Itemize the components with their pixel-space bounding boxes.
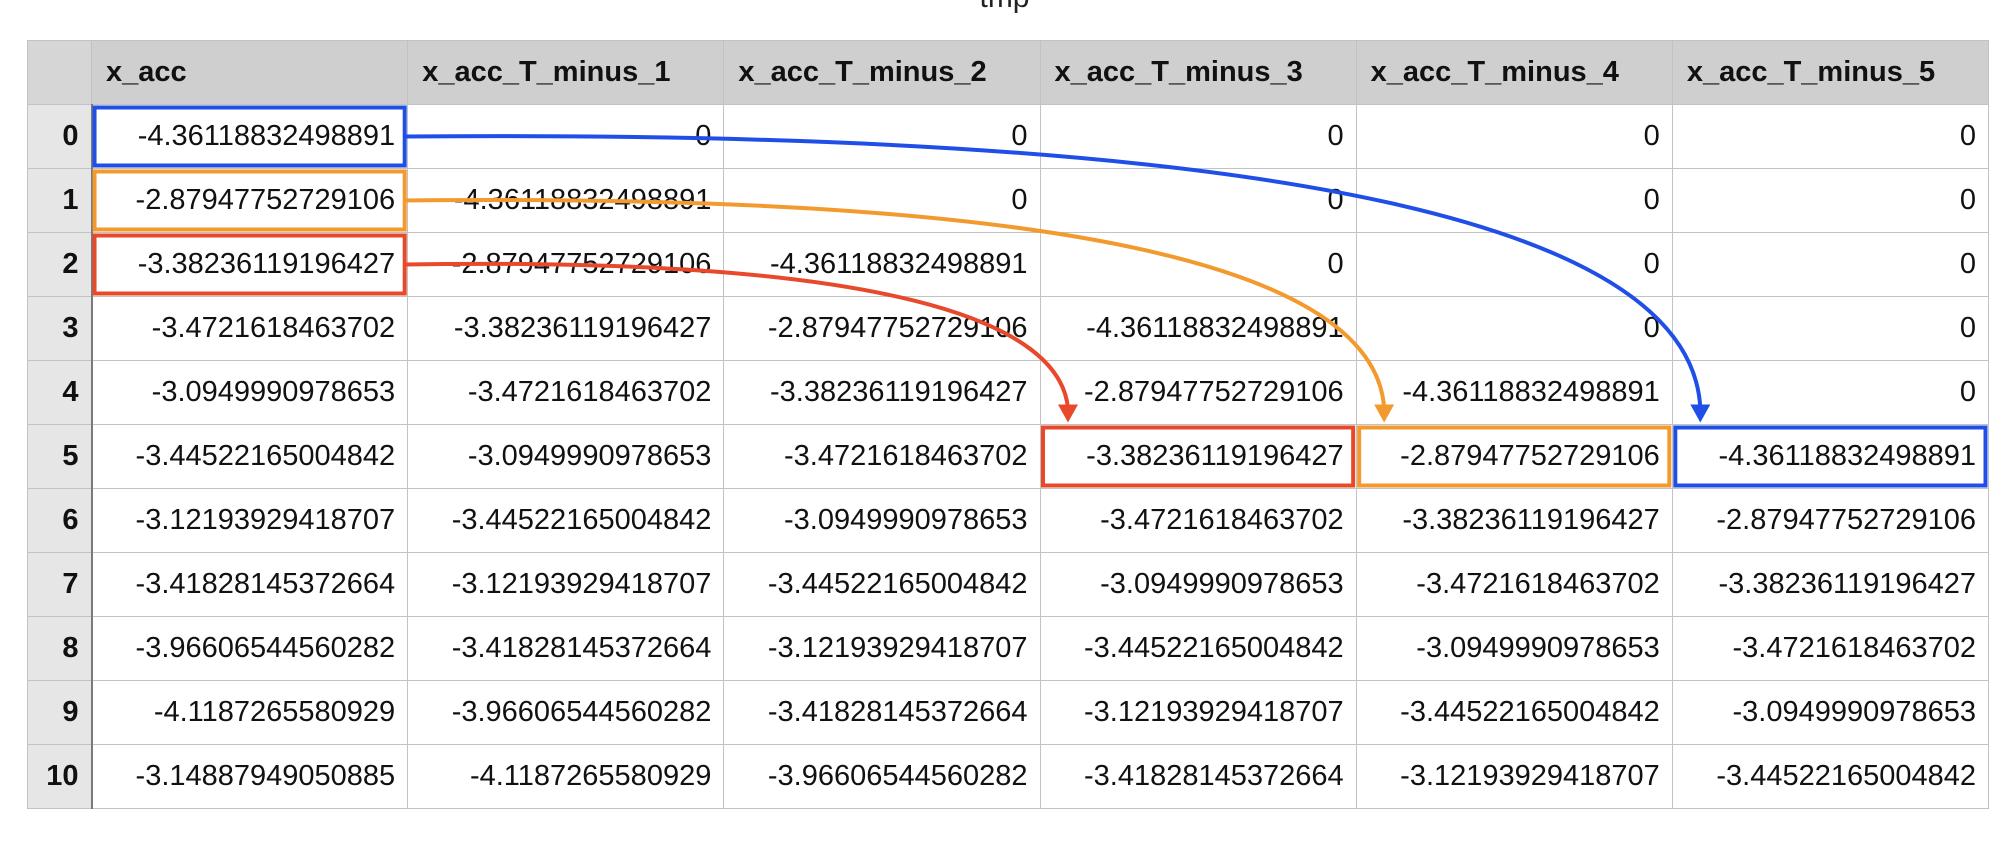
table-cell[interactable]: -4.36118832498891: [723, 232, 1041, 297]
table-cell[interactable]: -3.0949990978653: [1671, 680, 1990, 745]
table-cell[interactable]: -3.44522165004842: [407, 488, 725, 553]
table-row: 5 -3.44522165004842 -3.0949990978653 -3.…: [26, 424, 1990, 489]
table-cell[interactable]: -3.4721618463702: [723, 424, 1041, 489]
table-cell[interactable]: -2.87947752729106: [1671, 488, 1990, 553]
table-cell[interactable]: 0: [407, 104, 725, 169]
table-cell[interactable]: -3.0949990978653: [91, 360, 409, 425]
column-header[interactable]: x_acc_T_minus_3: [1039, 40, 1357, 105]
table-cell[interactable]: -3.96606544560282: [723, 744, 1041, 809]
table-cell[interactable]: -3.41828145372664: [407, 616, 725, 681]
table-cell[interactable]: -3.38236119196427: [1039, 424, 1357, 489]
table-cell[interactable]: 0: [1039, 168, 1357, 233]
table-row: 7 -3.41828145372664 -3.12193929418707 -3…: [26, 552, 1990, 617]
table-cell[interactable]: 0: [1671, 104, 1990, 169]
table-cell[interactable]: -3.41828145372664: [91, 552, 409, 617]
table-row: 6 -3.12193929418707 -3.44522165004842 -3…: [26, 488, 1990, 553]
table-cell[interactable]: 0: [1355, 232, 1673, 297]
table-cell[interactable]: -3.38236119196427: [723, 360, 1041, 425]
row-index[interactable]: 8: [26, 616, 93, 681]
table-cell[interactable]: -2.87947752729106: [407, 232, 725, 297]
table-cell[interactable]: 0: [1039, 104, 1357, 169]
table-cell[interactable]: -3.44522165004842: [723, 552, 1041, 617]
row-index[interactable]: 10: [26, 744, 93, 809]
table-cell[interactable]: -3.0949990978653: [1355, 616, 1673, 681]
table-row: 0 -4.36118832498891 0 0 0 0 0: [26, 104, 1990, 169]
table-cell[interactable]: -2.87947752729106: [723, 296, 1041, 361]
table-cell[interactable]: 0: [1355, 104, 1673, 169]
table-cell[interactable]: -3.12193929418707: [1039, 680, 1357, 745]
table-cell[interactable]: -3.14887949050885: [91, 744, 409, 809]
table-row: 10 -3.14887949050885 -4.1187265580929 -3…: [26, 744, 1990, 809]
table-cell[interactable]: 0: [1671, 232, 1990, 297]
column-header[interactable]: x_acc_T_minus_4: [1355, 40, 1673, 105]
column-header[interactable]: x_acc_T_minus_2: [723, 40, 1041, 105]
table-cell[interactable]: -2.87947752729106: [91, 168, 409, 233]
row-index[interactable]: 9: [26, 680, 93, 745]
table-cell[interactable]: -4.36118832498891: [1039, 296, 1357, 361]
table-cell[interactable]: 0: [1671, 168, 1990, 233]
table-cell[interactable]: -3.4721618463702: [1671, 616, 1990, 681]
table-cell[interactable]: -3.12193929418707: [91, 488, 409, 553]
table-cell[interactable]: -4.36118832498891: [91, 104, 409, 169]
table-cell[interactable]: -3.44522165004842: [1039, 616, 1357, 681]
table-row: 3 -3.4721618463702 -3.38236119196427 -2.…: [26, 296, 1990, 361]
table-row: 9 -4.1187265580929 -3.96606544560282 -3.…: [26, 680, 1990, 745]
table-cell[interactable]: -3.44522165004842: [1671, 744, 1990, 809]
table-cell[interactable]: -4.1187265580929: [407, 744, 725, 809]
column-header[interactable]: x_acc: [91, 40, 409, 105]
table-cell[interactable]: 0: [1355, 168, 1673, 233]
table-cell[interactable]: -3.41828145372664: [723, 680, 1041, 745]
row-index[interactable]: 7: [26, 552, 93, 617]
column-header[interactable]: x_acc_T_minus_5: [1671, 40, 1990, 105]
column-header[interactable]: x_acc_T_minus_1: [407, 40, 725, 105]
table-cell[interactable]: -2.87947752729106: [1039, 360, 1357, 425]
table-cell[interactable]: -3.12193929418707: [1355, 744, 1673, 809]
row-index[interactable]: 1: [26, 168, 93, 233]
table-row: 1 -2.87947752729106 -4.36118832498891 0 …: [26, 168, 1990, 233]
table-cell[interactable]: 0: [723, 168, 1041, 233]
table-row: 8 -3.96606544560282 -3.41828145372664 -3…: [26, 616, 1990, 681]
data-table: x_acc x_acc_T_minus_1 x_acc_T_minus_2 x_…: [26, 40, 1990, 809]
row-index[interactable]: 4: [26, 360, 93, 425]
table-cell[interactable]: -3.4721618463702: [91, 296, 409, 361]
sheet-title: tmp: [0, 0, 2009, 18]
table-cell[interactable]: -3.96606544560282: [91, 616, 409, 681]
table-row: 4 -3.0949990978653 -3.4721618463702 -3.3…: [26, 360, 1990, 425]
row-index[interactable]: 6: [26, 488, 93, 553]
table-cell[interactable]: -4.1187265580929: [91, 680, 409, 745]
table-cell[interactable]: -3.4721618463702: [407, 360, 725, 425]
table-cell[interactable]: 0: [1355, 296, 1673, 361]
table-cell[interactable]: 0: [1039, 232, 1357, 297]
table-cell[interactable]: -3.0949990978653: [723, 488, 1041, 553]
table-cell[interactable]: -3.44522165004842: [91, 424, 409, 489]
table-cell[interactable]: -4.36118832498891: [407, 168, 725, 233]
row-index[interactable]: 5: [26, 424, 93, 489]
table-cell[interactable]: -3.38236119196427: [1671, 552, 1990, 617]
corner-cell: [26, 40, 93, 105]
table-cell[interactable]: -3.4721618463702: [1355, 552, 1673, 617]
table-cell[interactable]: -3.12193929418707: [723, 616, 1041, 681]
table-cell[interactable]: -3.0949990978653: [407, 424, 725, 489]
table-cell[interactable]: -4.36118832498891: [1355, 360, 1673, 425]
row-index[interactable]: 3: [26, 296, 93, 361]
table-cell[interactable]: -3.44522165004842: [1355, 680, 1673, 745]
table-row: 2 -3.38236119196427 -2.87947752729106 -4…: [26, 232, 1990, 297]
table-cell[interactable]: -2.87947752729106: [1355, 424, 1673, 489]
table-cell[interactable]: -3.41828145372664: [1039, 744, 1357, 809]
table-cell[interactable]: -3.12193929418707: [407, 552, 725, 617]
row-index[interactable]: 0: [26, 104, 93, 169]
row-index[interactable]: 2: [26, 232, 93, 297]
table-cell[interactable]: 0: [1671, 360, 1990, 425]
table-cell[interactable]: -3.4721618463702: [1039, 488, 1357, 553]
table-cell[interactable]: -3.96606544560282: [407, 680, 725, 745]
table-cell[interactable]: -3.38236119196427: [407, 296, 725, 361]
header-row: x_acc x_acc_T_minus_1 x_acc_T_minus_2 x_…: [26, 40, 1990, 105]
table-cell[interactable]: 0: [1671, 296, 1990, 361]
table-cell[interactable]: -3.38236119196427: [1355, 488, 1673, 553]
table-cell[interactable]: 0: [723, 104, 1041, 169]
table-cell[interactable]: -3.38236119196427: [91, 232, 409, 297]
table-cell[interactable]: -4.36118832498891: [1671, 424, 1990, 489]
table-cell[interactable]: -3.0949990978653: [1039, 552, 1357, 617]
